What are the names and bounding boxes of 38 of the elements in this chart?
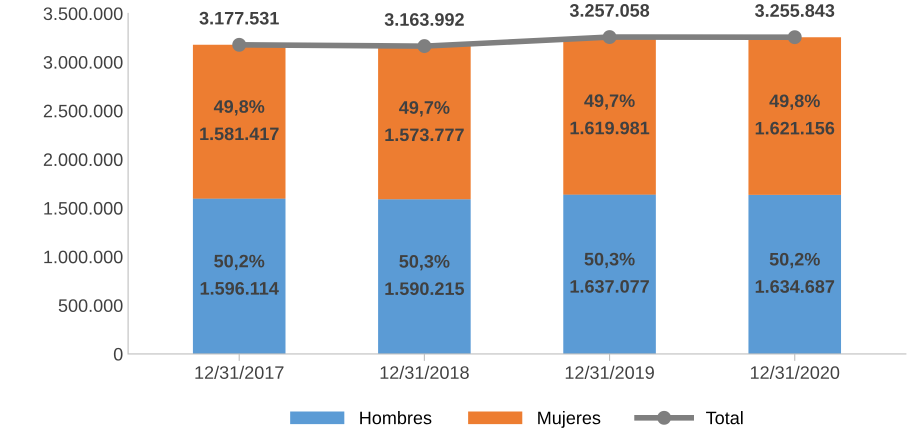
data-label: 3.257.058: [570, 4, 650, 17]
point: [417, 39, 432, 54]
data-label: 50,3% 1.590.215: [385, 254, 464, 296]
y-tick-label: 1.000.000: [44, 250, 123, 264]
x-tick-label: 12/31/2020: [750, 366, 840, 379]
y-tick-label: 0: [114, 348, 123, 361]
x-tick-label: 12/31/2018: [380, 366, 469, 379]
point: [602, 30, 617, 44]
bar: [378, 46, 471, 200]
data-label: 50,3% 1.637.077: [570, 252, 649, 293]
data-label: 49,7% 1.573.777: [385, 101, 464, 142]
bar: [378, 199, 471, 354]
data-label: 50,2% 1.596.114: [200, 254, 279, 295]
bar: [192, 198, 286, 354]
y-tick-label: 3.000.000: [44, 56, 123, 69]
y-tick-label: 2.000.000: [44, 153, 123, 166]
data-label: 3.163.992: [384, 13, 464, 26]
bar: [748, 194, 842, 354]
x-tick-label: 12/31/2019: [566, 366, 654, 379]
y-tick-label: 2.500.000: [44, 104, 123, 118]
y-tick-label: 3.500.000: [44, 7, 123, 20]
data-label: 3.255.843: [755, 4, 834, 17]
data-label: 50,2% 1.634.687: [756, 252, 834, 293]
y-tick-label: 500.000: [58, 299, 123, 312]
data-label: 3.177.531: [199, 12, 279, 25]
data-label: 49,7% 1.619.981: [570, 94, 650, 134]
point: [788, 30, 802, 44]
data-label: 49,8% 1.581.417: [200, 100, 279, 140]
x-tick-label: 12/31/2017: [195, 366, 284, 379]
legend-label: Total: [706, 411, 743, 424]
legend-label: Mujeres: [538, 411, 600, 428]
bar: [563, 194, 656, 354]
legend-label: Hombres: [360, 411, 432, 424]
bar: [748, 37, 842, 195]
data-label: 49,8% 1.621.156: [756, 94, 834, 135]
y-tick-label: 1.500.000: [44, 202, 123, 215]
point: [232, 38, 246, 52]
bar: [192, 44, 286, 199]
